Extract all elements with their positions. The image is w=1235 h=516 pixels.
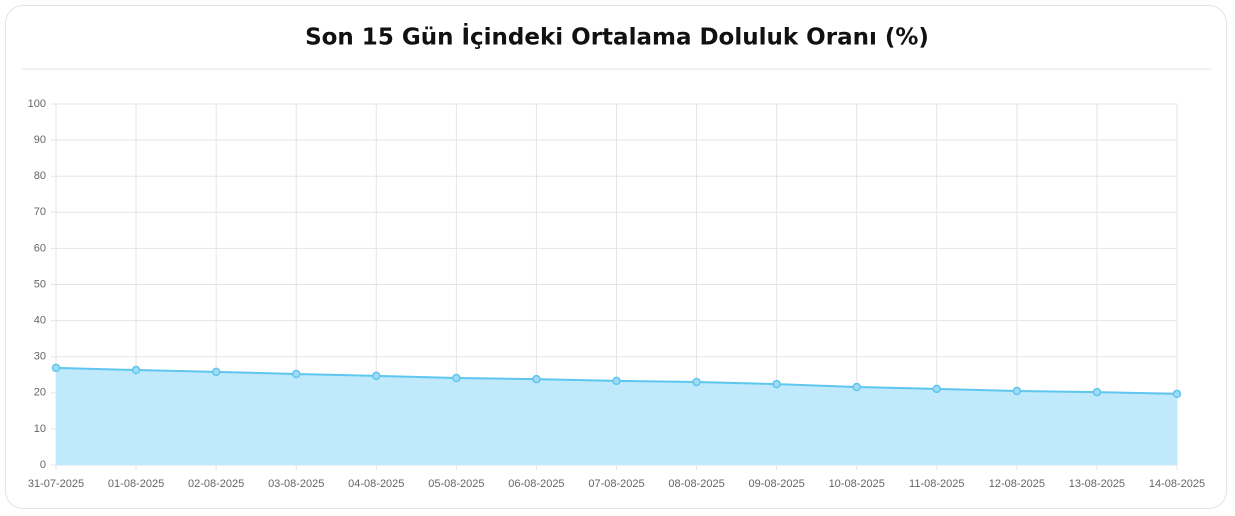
x-tick-label: 11-08-2025 [909,478,964,490]
x-tick-label: 09-08-2025 [749,478,805,490]
x-tick-label: 31-07-2025 [28,478,84,490]
x-tick-label: 10-08-2025 [829,478,885,490]
point [852,382,861,392]
point [291,369,301,379]
x-tick-label: 02-08-2025 [188,478,244,490]
y-tick-label: 70 [34,206,46,218]
x-tick-label: 12-08-2025 [989,478,1045,490]
point [772,379,781,389]
y-tick-label: 100 [28,98,46,110]
x-tick-label: 05-08-2025 [428,478,484,490]
y-tick-label: 60 [34,242,46,254]
point [612,376,621,386]
x-tick-label: 13-08-2025 [1069,478,1125,490]
point [932,384,942,394]
area [56,367,1177,465]
y-tick-label: 0 [40,459,46,471]
card [5,5,1227,509]
point [1012,386,1022,396]
x-tick-label: 04-08-2025 [348,478,404,490]
x-tick-label: 14-08-2025 [1149,478,1205,490]
x-tick-label: 07-08-2025 [588,478,644,490]
point [532,374,541,384]
x-tick-label: 08-08-2025 [668,478,724,490]
y-tick-label: 30 [34,351,46,363]
point [452,373,461,383]
point [692,377,701,387]
point [1172,389,1182,399]
x-tick-label: 01-08-2025 [108,478,164,490]
x-tick-label: 03-08-2025 [268,478,324,490]
y-tick-label: 50 [34,278,46,290]
point [51,363,61,373]
point [211,367,221,377]
y-tick-label: 10 [34,423,46,435]
point [1092,387,1102,397]
y-tick-label: 90 [34,134,46,146]
y-tick-label: 20 [34,387,46,399]
point [372,371,381,381]
point [131,365,141,375]
chart-title: Son 15 Gün İçindeki Ortalama Doluluk Ora… [305,23,929,51]
y-tick-label: 40 [34,315,46,327]
x-tick-label: 06-08-2025 [508,478,564,490]
y-tick-label: 80 [34,170,46,182]
